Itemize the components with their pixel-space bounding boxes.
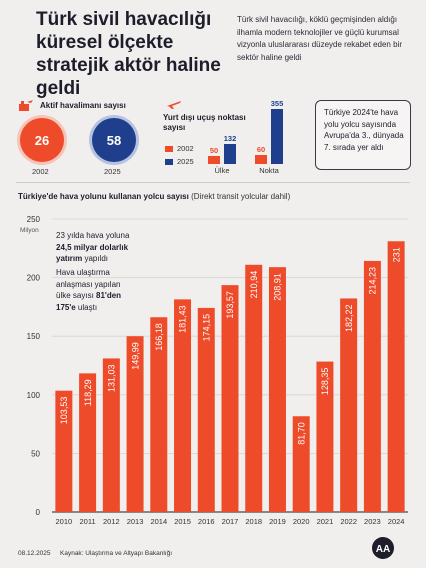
aa-logo-text: AA <box>376 544 390 555</box>
footer-date: 08.12.2025 <box>18 550 51 557</box>
y-tick-label: 200 <box>27 274 41 283</box>
bar-2014 <box>150 317 168 512</box>
bar-value-label: 208,91 <box>273 273 283 301</box>
y-axis-unit: Milyon <box>20 227 39 234</box>
x-tick-label: 2013 <box>127 517 144 526</box>
x-tick-label: 2019 <box>269 517 286 526</box>
agreement-note: Hava ulaştırma anlaşması yapılan ülke sa… <box>56 267 128 313</box>
chart-subtitle: (Direkt transit yolcular dahil) <box>191 192 291 201</box>
mini-category-0: Ülke <box>214 166 230 175</box>
mini-bar-2025-1 <box>271 109 283 164</box>
bar-value-label: 81,70 <box>296 422 306 445</box>
note1-part-b: 24,5 milyar dolarlık <box>56 242 129 252</box>
bar-2020 <box>292 416 310 512</box>
y-tick-label: 0 <box>36 508 41 517</box>
x-tick-label: 2015 <box>174 517 191 526</box>
bar-value-label: 214,23 <box>368 267 378 295</box>
note1-part-a: 23 yılda hava yoluna <box>56 231 130 240</box>
x-tick-label: 2012 <box>103 517 120 526</box>
airport-count-2002: 26 <box>20 118 64 162</box>
bar-value-label: 128,35 <box>320 368 330 396</box>
x-tick-label: 2018 <box>245 517 262 526</box>
note2-part-a: Hava ulaştırma anlaşması yapılan ülke sa… <box>56 268 121 300</box>
x-tick-label: 2017 <box>222 517 239 526</box>
intro-text: Türk sivil havacılığı, köklü geçmişinden… <box>237 15 402 62</box>
airport-year-2002: 2002 <box>32 167 49 176</box>
bar-2021 <box>316 361 334 512</box>
investment-note: 23 yılda hava yoluna 24,5 milyar dolarlı… <box>56 230 176 265</box>
bar-value-label: 193,57 <box>225 291 235 319</box>
airport-count-2025: 58 <box>92 118 136 162</box>
airport-year-2025: 2025 <box>104 167 121 176</box>
mini-category-1: Nokta <box>259 166 279 175</box>
bar-2024 <box>387 241 405 512</box>
x-tick-label: 2024 <box>388 517 405 526</box>
bar-2019 <box>268 267 286 512</box>
airport-header: Aktif havalimanı sayısı <box>18 98 126 112</box>
note2-part-c: ulaştı <box>75 302 98 312</box>
bar-2023 <box>363 260 381 512</box>
divider <box>16 182 410 183</box>
bar-2015 <box>174 299 192 512</box>
airplane-icon <box>167 101 181 109</box>
bar-2017 <box>221 285 239 512</box>
x-tick-label: 2014 <box>150 517 167 526</box>
bar-value-label: 181,43 <box>178 305 188 333</box>
mini-bar-2002-0 <box>208 156 220 164</box>
legend-swatch-2025 <box>165 159 173 165</box>
bar-2011 <box>79 373 97 512</box>
bar-value-label: 231 <box>391 247 401 262</box>
airport-icon <box>19 100 33 111</box>
aa-logo: AA <box>372 537 394 559</box>
chart-title: Türkiye'de hava yolunu kullanan yolcu sa… <box>18 192 189 201</box>
mini-label-2002-0: 50 <box>209 146 219 156</box>
rank-text: Türkiye 2024'te hava yolu yolcu sayısınd… <box>324 108 404 152</box>
mini-label-2025-0: 132 <box>223 133 237 143</box>
y-tick-label: 50 <box>31 449 40 458</box>
bar-value-label: 210,94 <box>249 271 259 299</box>
note1-part-c: yatırım <box>56 254 83 263</box>
bar-value-label: 174,15 <box>201 314 211 342</box>
y-tick-label: 150 <box>27 332 41 341</box>
y-tick-label: 100 <box>27 391 41 400</box>
legend-label-2025: 2025 <box>177 157 194 166</box>
bar-value-label: 131,03 <box>107 364 117 392</box>
airport-label: Aktif havalimanı sayısı <box>40 100 126 110</box>
footer-source: Kaynak: Ulaştırma ve Altyapı Bakanlığı <box>60 550 172 557</box>
x-tick-label: 2010 <box>56 517 73 526</box>
x-tick-label: 2011 <box>80 517 96 526</box>
legend-label-2002: 2002 <box>177 144 194 153</box>
x-tick-label: 2021 <box>317 517 334 526</box>
bar-2018 <box>245 264 263 512</box>
mini-label-2025-1: 355 <box>270 99 284 108</box>
bar-2016 <box>197 307 215 512</box>
rank-box: Türkiye 2024'te hava yolu yolcu sayısınd… <box>315 100 411 170</box>
bar-value-label: 182,22 <box>344 304 354 332</box>
bar-2012 <box>102 358 120 512</box>
chart-title-row: Türkiye'de hava yolunu kullanan yolcu sa… <box>18 192 290 201</box>
bar-2013 <box>126 336 144 512</box>
mini-bar-2002-1 <box>255 154 267 164</box>
bar-value-label: 103,53 <box>59 397 69 425</box>
x-tick-label: 2020 <box>293 517 310 526</box>
bar-2010 <box>55 390 73 512</box>
x-tick-label: 2022 <box>340 517 357 526</box>
mini-label-2002-1: 60 <box>256 144 266 154</box>
y-tick-label: 250 <box>27 215 41 224</box>
note2-part-b: 81'den 175'e <box>56 291 122 312</box>
page-title: Türk sivil havacılığı küresel ölçekte st… <box>36 9 221 99</box>
mini-bar-2025-0 <box>224 143 236 164</box>
x-tick-label: 2023 <box>364 517 381 526</box>
intl-title: Yurt dışı uçuş noktası sayısı <box>163 113 246 132</box>
note1-part-d: yapıldı <box>82 254 109 263</box>
bar-value-label: 166,18 <box>154 323 164 351</box>
bar-2022 <box>340 298 358 512</box>
bar-value-label: 118,29 <box>83 379 93 406</box>
bar-value-label: 149,99 <box>130 342 140 370</box>
x-tick-label: 2016 <box>198 517 215 526</box>
legend-swatch-2002 <box>165 146 173 152</box>
